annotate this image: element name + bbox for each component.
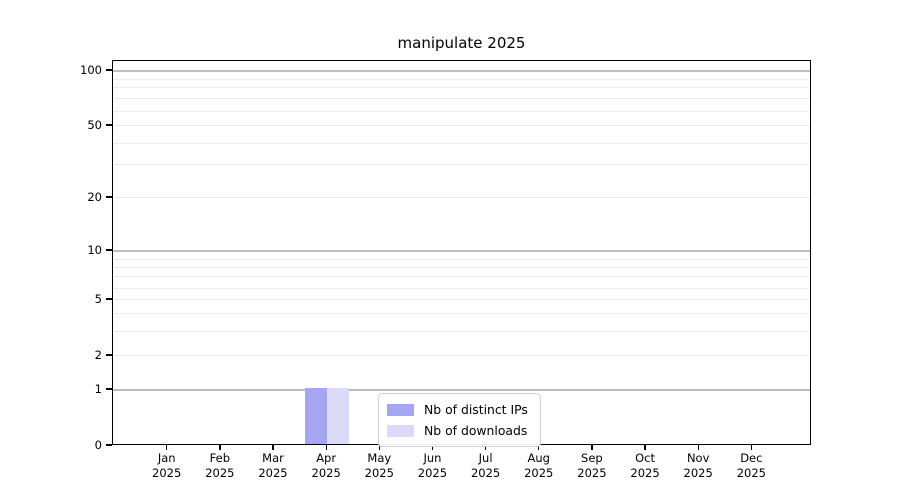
gridline-y-minor-90 (113, 78, 810, 80)
gridline-y-50 (113, 125, 810, 127)
gridline-y-20 (113, 197, 810, 199)
legend-label-nb-of-distinct-ips: Nb of distinct IPs (424, 402, 528, 417)
plot-area: Nb of distinct IPs Nb of downloads (112, 60, 811, 447)
legend-swatch-nb-of-distinct-ips (387, 403, 414, 416)
x-tick-label-aug: Aug 2025 (524, 451, 554, 480)
x-tick-apr (325, 445, 327, 450)
gridline-y-minor-8 (113, 266, 810, 268)
y-tick-1 (106, 388, 112, 390)
x-tick-jun (431, 445, 434, 450)
grid-layer (113, 61, 810, 444)
x-tick-feb (219, 445, 221, 450)
bar-nb-of-downloads-apr (327, 387, 350, 444)
y-tick-100 (106, 69, 112, 71)
x-tick-label-mar: Mar 2025 (258, 451, 288, 480)
legend: Nb of distinct IPs Nb of downloads (378, 393, 541, 447)
x-tick-jul (485, 445, 487, 450)
x-tick-nov (697, 445, 699, 450)
x-tick-sep (591, 445, 593, 450)
gridline-y-minor-3 (113, 330, 810, 332)
gridline-y-minor-9 (113, 258, 810, 260)
gridline-y-10 (113, 250, 810, 252)
y-tick-label-20: 20 (87, 189, 102, 204)
chart-title: manipulate 2025 (397, 34, 526, 52)
y-tick-label-1: 1 (94, 381, 102, 396)
gridline-y-minor-30 (113, 164, 810, 166)
bar-nb-of-distinct-ips-apr (305, 387, 328, 444)
gridline-y-100 (113, 70, 810, 72)
gridline-y-minor-60 (113, 110, 810, 112)
x-tick-oct (644, 445, 646, 450)
bar-layer (113, 61, 810, 444)
x-tick-aug (538, 445, 540, 450)
gridline-y-5 (113, 299, 810, 301)
x-tick-label-dec: Dec 2025 (736, 451, 766, 480)
x-tick-may (378, 445, 380, 450)
x-tick-label-nov: Nov 2025 (683, 451, 713, 480)
y-tick-5 (106, 298, 112, 300)
gridline-y-1 (113, 389, 810, 391)
gridline-y-minor-40 (113, 142, 810, 144)
legend-row-nb-of-distinct-ips: Nb of distinct IPs (387, 399, 528, 420)
x-tick-mar (272, 445, 274, 450)
gridline-y-minor-70 (113, 98, 810, 100)
y-tick-label-50: 50 (87, 117, 102, 132)
x-tick-label-jan: Jan 2025 (152, 451, 182, 480)
x-tick-label-may: May 2025 (364, 451, 394, 480)
x-tick-label-jun: Jun 2025 (417, 451, 448, 480)
gridline-y-minor-80 (113, 87, 810, 89)
gridline-y-minor-4 (113, 313, 810, 315)
y-tick-label-5: 5 (94, 292, 102, 306)
y-tick-20 (106, 196, 112, 198)
y-tick-label-0: 0 (94, 438, 102, 452)
legend-row-nb-of-downloads: Nb of downloads (387, 420, 528, 441)
gridline-y-minor-6 (113, 288, 810, 290)
y-tick-0 (106, 444, 112, 446)
legend-swatch-nb-of-downloads (387, 424, 414, 437)
legend-label-nb-of-downloads: Nb of downloads (424, 423, 528, 438)
x-tick-label-sep: Sep 2025 (577, 451, 607, 480)
y-tick-label-2: 2 (94, 347, 102, 362)
x-tick-jan (166, 445, 168, 450)
x-tick-label-oct: Oct 2025 (630, 451, 660, 480)
y-tick-10 (106, 249, 112, 251)
y-tick-label-10: 10 (87, 242, 102, 257)
y-tick-50 (106, 124, 112, 126)
x-tick-dec (750, 445, 753, 450)
y-tick-label-100: 100 (80, 63, 102, 77)
x-tick-label-feb: Feb 2025 (205, 451, 235, 480)
gridline-y-minor-7 (113, 276, 810, 278)
y-tick-2 (106, 354, 112, 356)
x-tick-label-apr: Apr 2025 (311, 451, 341, 480)
x-tick-label-jul: Jul 2025 (470, 451, 501, 480)
gridline-y-2 (113, 355, 810, 357)
